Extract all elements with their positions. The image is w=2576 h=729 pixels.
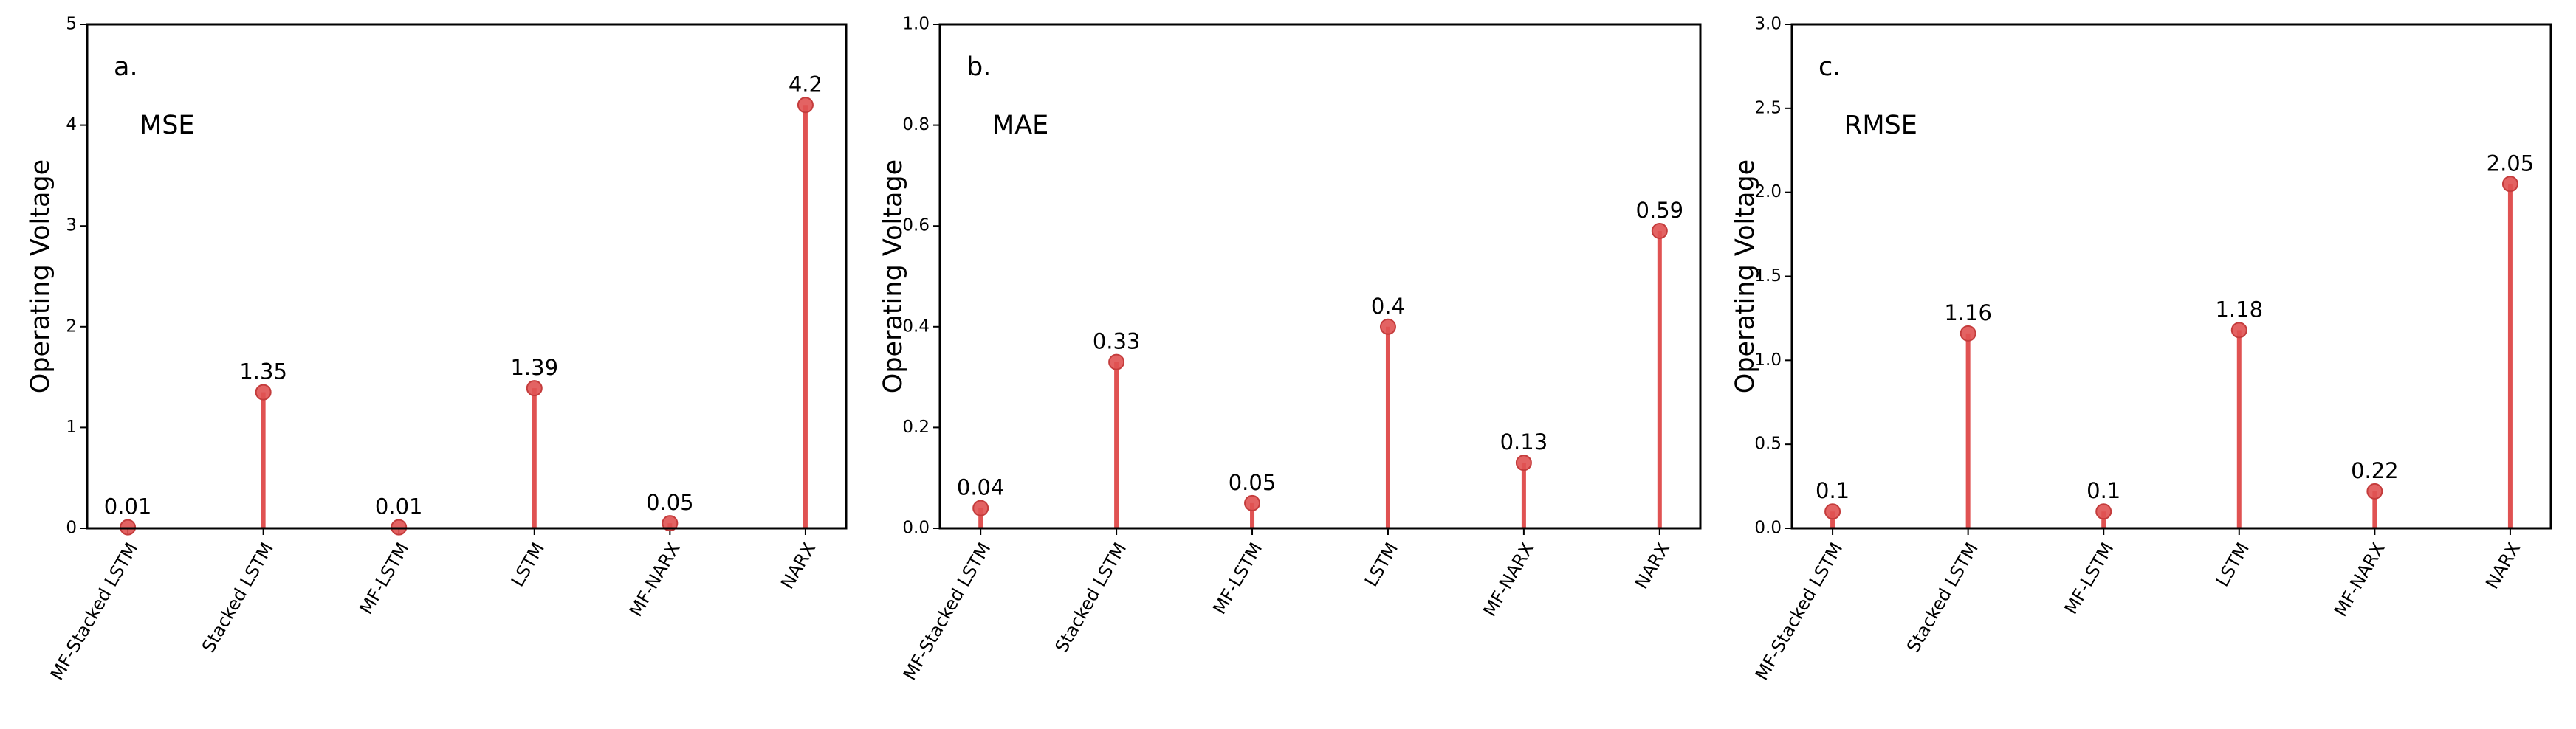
x-tick-label: NARX (1631, 539, 1674, 592)
panel-label: a. (114, 52, 138, 82)
x-tick-label: LSTM (2212, 539, 2253, 590)
x-tick-label: MF-LSTM (1209, 539, 1266, 618)
value-label: 1.18 (2215, 297, 2263, 322)
marker (2501, 176, 2518, 193)
y-tick-label: 0.4 (902, 317, 930, 336)
y-axis-label: Operating Voltage (1731, 159, 1760, 393)
y-tick-label: 1.0 (1754, 350, 1782, 370)
value-label: 2.05 (2487, 151, 2535, 176)
y-tick-label: 0.0 (902, 519, 930, 538)
value-label: 1.39 (510, 355, 558, 380)
y-tick-label: 1 (66, 418, 77, 437)
marker (1244, 494, 1261, 511)
y-tick-label: 2.0 (1754, 182, 1782, 201)
value-label: 0.59 (1636, 198, 1684, 223)
x-tick-label: MF-Stacked LSTM (47, 539, 142, 684)
y-tick-label: 3.0 (1754, 15, 1782, 34)
marker (1960, 325, 1976, 342)
panel-label: c. (1818, 52, 1841, 82)
value-label: 4.2 (789, 72, 822, 97)
y-tick-label: 2 (66, 317, 77, 336)
x-tick-label: NARX (777, 539, 820, 592)
y-tick-label: 2.5 (1754, 98, 1782, 117)
y-tick-label: 5 (66, 15, 77, 34)
value-label: 0.05 (1229, 470, 1277, 495)
y-tick-label: 1.0 (902, 15, 930, 34)
y-tick-label: 1.5 (1754, 266, 1782, 286)
y-tick-label: 0.8 (902, 115, 930, 134)
y-axis-label: Operating Voltage (879, 159, 908, 393)
marker (972, 500, 989, 516)
plot-frame (938, 23, 1702, 530)
value-label: 0.22 (2351, 458, 2399, 483)
y-tick-label: 0.0 (1754, 519, 1782, 538)
x-tick-label: LSTM (1361, 539, 1402, 590)
marker (1824, 503, 1841, 520)
marker (2230, 322, 2247, 339)
panel-label: b. (966, 52, 991, 82)
plot-frame (86, 23, 848, 530)
value-label: 0.4 (1371, 294, 1405, 319)
value-label: 0.1 (2086, 478, 2120, 503)
x-tick-label: MF-NARX (1480, 539, 1539, 621)
y-tick-label: 0 (66, 519, 77, 538)
x-tick-label: Stacked LSTM (1903, 539, 1982, 657)
x-tick-label: Stacked LSTM (198, 539, 278, 657)
value-label: 1.35 (239, 359, 287, 384)
marker (797, 97, 814, 114)
y-tick-label: 3 (66, 216, 77, 235)
value-label: 0.1 (1816, 478, 1849, 503)
x-tick-label: MF-NARX (2330, 539, 2389, 621)
value-label: 0.01 (104, 494, 152, 519)
marker (1651, 223, 1668, 240)
plot-frame (1790, 23, 2552, 530)
x-tick-label: LSTM (507, 539, 549, 590)
value-label: 0.13 (1500, 429, 1548, 455)
y-tick-label: 0.5 (1754, 435, 1782, 454)
y-tick-label: 4 (66, 115, 77, 134)
metric-label: MSE (140, 111, 195, 140)
value-label: 1.16 (1944, 300, 1992, 325)
metric-label: MAE (992, 111, 1048, 140)
x-tick-label: Stacked LSTM (1051, 539, 1131, 657)
marker (1108, 353, 1125, 370)
x-tick-label: MF-NARX (625, 539, 684, 621)
marker (255, 384, 272, 401)
value-label: 0.05 (646, 490, 694, 515)
x-tick-label: MF-Stacked LSTM (899, 539, 995, 684)
x-tick-label: MF-LSTM (2061, 539, 2118, 618)
x-tick-label: MF-LSTM (356, 539, 413, 618)
marker (1379, 318, 1396, 335)
marker (2095, 503, 2112, 520)
x-tick-label: NARX (2481, 539, 2524, 592)
value-label: 0.33 (1093, 329, 1141, 354)
marker (2366, 483, 2383, 500)
marker (1515, 455, 1532, 471)
marker (526, 380, 543, 397)
y-axis-label: Operating Voltage (26, 159, 55, 393)
y-tick-label: 0.2 (902, 418, 930, 437)
y-tick-label: 0.6 (902, 216, 930, 235)
value-label: 0.04 (957, 475, 1005, 500)
marker (662, 515, 679, 532)
value-label: 0.01 (375, 494, 423, 519)
metric-label: RMSE (1844, 111, 1917, 140)
x-tick-label: MF-Stacked LSTM (1751, 539, 1847, 684)
